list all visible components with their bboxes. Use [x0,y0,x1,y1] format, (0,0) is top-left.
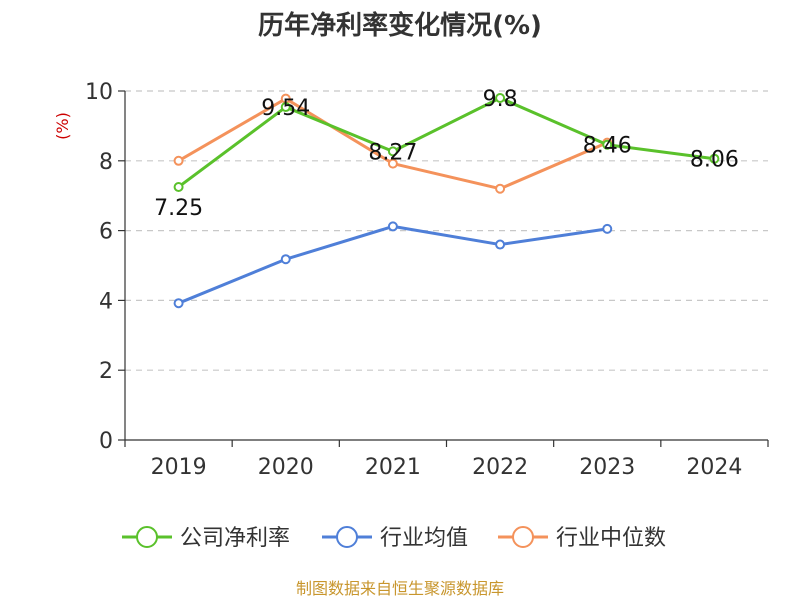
data-label: 7.25 [154,196,203,221]
x-tick-label: 2020 [258,455,314,480]
data-point [387,158,398,169]
series-line-1 [178,224,608,305]
data-label: 9.54 [261,96,310,121]
y-axis-label: (%) [53,112,72,140]
grid-lines [125,90,768,371]
data-label: 9.8 [483,87,518,112]
footer-source: 制图数据来自恒生聚源数据库 [296,579,504,598]
data-point [280,102,291,113]
data-point [173,155,184,166]
x-tick-label: 2023 [579,455,635,480]
legend-label: 行业中位数 [556,526,666,551]
legend-label: 行业均值 [380,526,468,551]
data-point [387,146,398,157]
y-tick-label: 0 [99,429,113,454]
legend-item-2[interactable]: 行业中位数 [498,526,666,551]
series-layer [173,92,720,309]
data-point [495,183,506,194]
x-tick-label: 2019 [151,455,207,480]
legend-marker [336,526,358,548]
chart-title: 历年净利率变化情况(%) [258,10,542,41]
x-tick-label: 2021 [365,455,421,480]
data-point [495,92,506,103]
data-point [387,221,398,232]
data-point [280,254,291,265]
series-line-0 [177,96,715,189]
y-tick-label: 6 [99,220,113,245]
data-label: 8.27 [368,140,417,165]
data-point [173,298,184,309]
data-point [709,153,720,164]
y-tick-label: 2 [99,359,113,384]
data-label: 8.46 [583,134,632,159]
data-point [495,239,506,250]
legend-marker [136,526,158,548]
x-tick-label: 2024 [686,455,742,480]
y-tick-label: 10 [85,80,113,105]
y-tick-label: 8 [99,150,113,175]
data-point [602,139,613,150]
data-point [602,223,613,234]
data-label: 8.06 [690,148,739,173]
data-labels: 7.25 9.54 8.27 9.8 8.46 8.06 [154,87,739,221]
data-point [173,181,184,192]
legend-item-1[interactable]: 行业均值 [322,526,468,551]
legend-label: 公司净利率 [180,526,290,551]
axes: 0 2 4 6 8 10 2019 2020 2021 2022 2023 2024 [85,80,769,480]
y-tick-label: 4 [99,289,113,314]
legend-marker [512,526,534,548]
x-tick-label: 2022 [472,455,528,480]
legend[interactable]: 公司净利率 行业均值 行业中位数 [122,526,666,551]
legend-item-0[interactable]: 公司净利率 [122,526,290,551]
